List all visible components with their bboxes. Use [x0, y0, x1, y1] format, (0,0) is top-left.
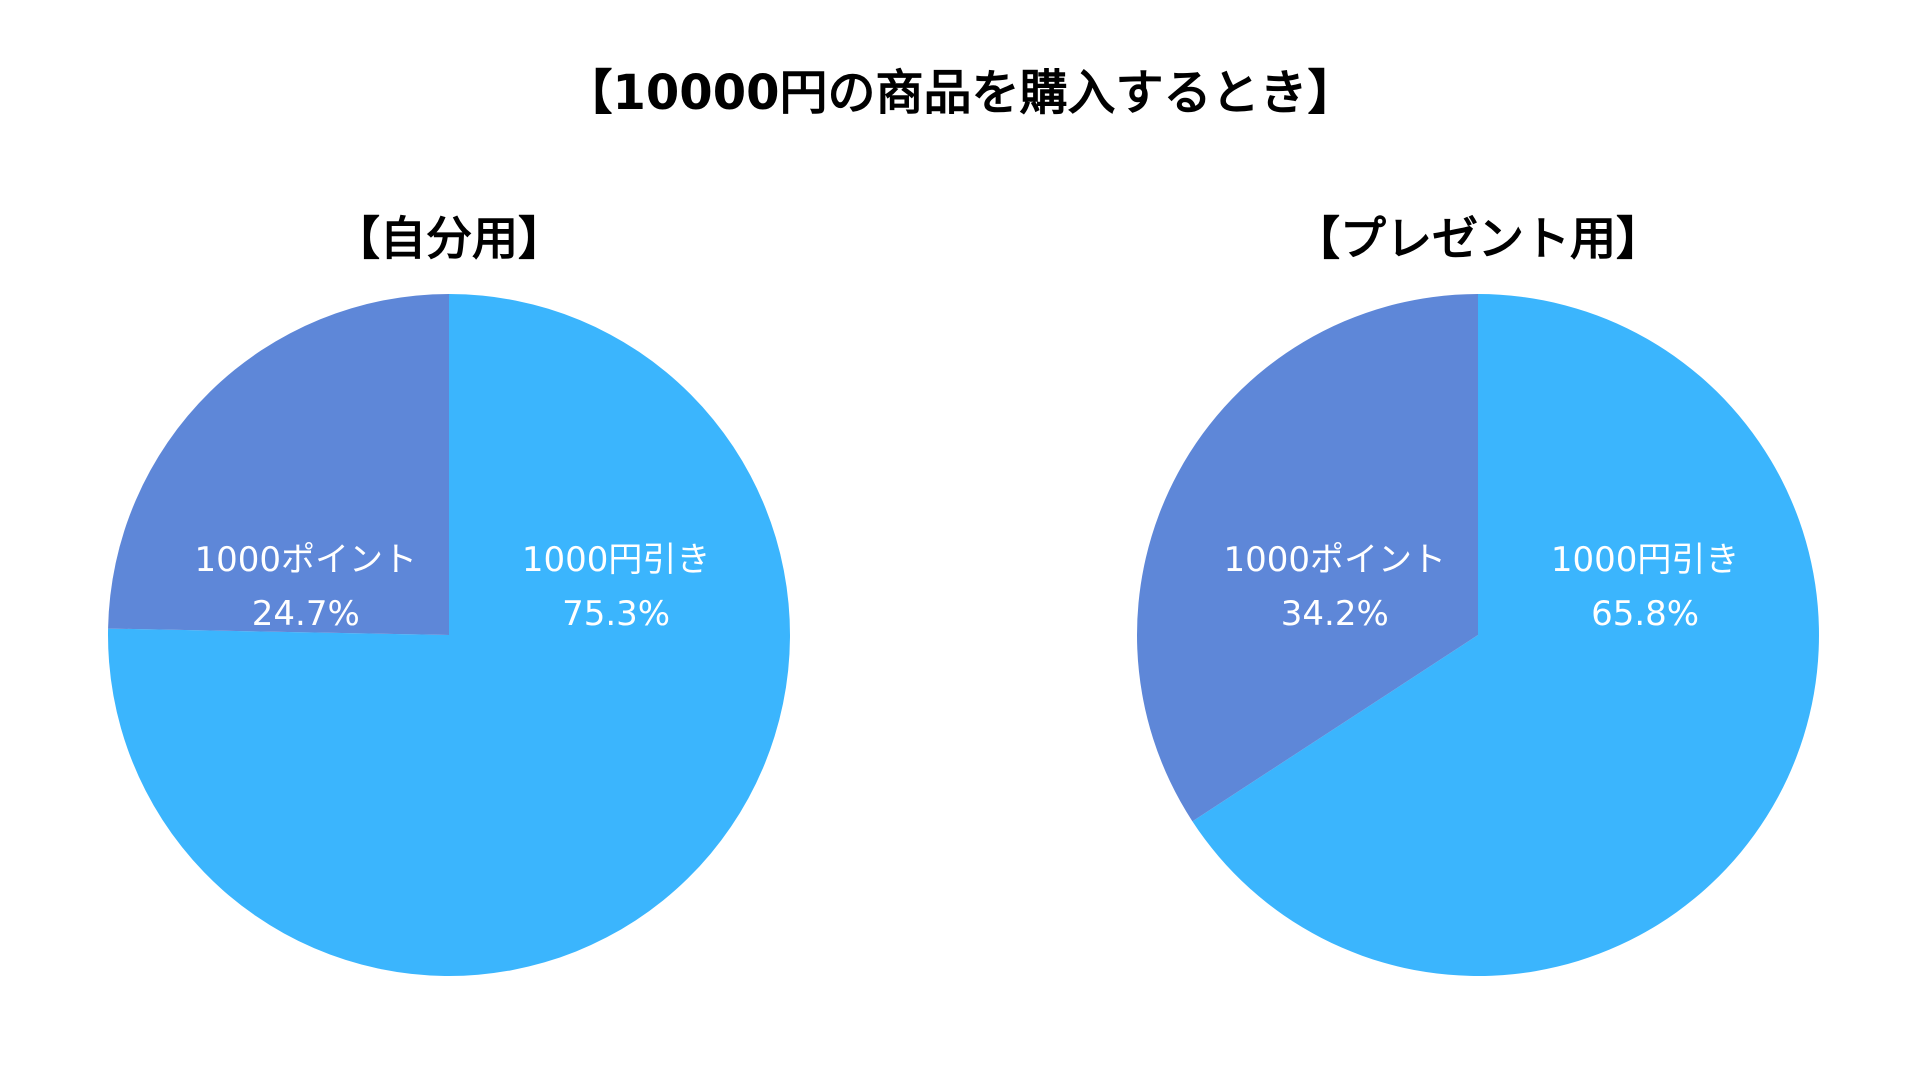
- chart-title: 【プレゼント用】: [1294, 212, 1662, 266]
- pie-slice: [1192, 294, 1819, 976]
- pie-slice: [108, 294, 449, 635]
- slice-category: 1000円引き: [522, 540, 711, 580]
- slice-category: 1000円引き: [1551, 540, 1740, 580]
- main-title: 【10000円の商品を購入するとき】: [565, 65, 1356, 121]
- chart-title: 【自分用】: [334, 212, 564, 266]
- slice-value-label: 24.7%: [252, 594, 360, 634]
- pie-slice: [1136, 294, 1478, 822]
- slice-value-label: 65.8%: [1591, 594, 1699, 634]
- slice-value-label: 34.2%: [1281, 594, 1389, 634]
- slice-value-label: 75.3%: [562, 594, 670, 634]
- slice-category: 1000ポイント: [1224, 540, 1447, 580]
- pie-slice: [107, 294, 790, 976]
- slice-category: 1000ポイント: [195, 540, 418, 580]
